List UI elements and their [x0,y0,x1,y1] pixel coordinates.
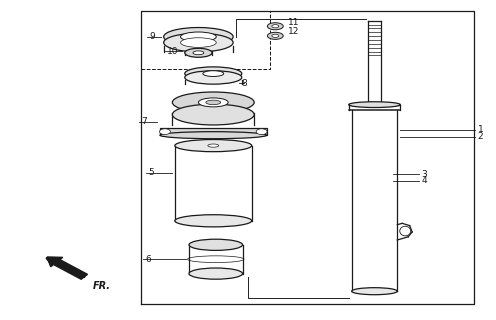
Text: 8: 8 [242,79,248,88]
Ellipse shape [208,144,219,147]
Ellipse shape [349,102,400,108]
Text: 4: 4 [422,176,427,185]
Ellipse shape [267,23,283,30]
Ellipse shape [175,215,251,227]
Ellipse shape [193,51,204,55]
Ellipse shape [173,92,254,113]
Ellipse shape [164,33,233,52]
Text: 10: 10 [167,47,179,56]
Text: 12: 12 [288,28,299,36]
Ellipse shape [352,288,397,295]
Ellipse shape [206,100,221,105]
Ellipse shape [189,239,243,250]
FancyArrow shape [47,257,87,279]
Ellipse shape [400,226,411,236]
Ellipse shape [256,129,267,134]
Text: 11: 11 [288,18,299,27]
Ellipse shape [189,268,243,279]
Text: 3: 3 [422,170,428,179]
Ellipse shape [185,48,212,57]
Ellipse shape [181,38,216,47]
Ellipse shape [173,104,254,125]
Ellipse shape [185,71,242,84]
Text: 1: 1 [478,125,484,134]
Ellipse shape [198,98,228,107]
Text: FR.: FR. [93,281,111,291]
Ellipse shape [160,129,171,134]
Ellipse shape [203,71,224,76]
Ellipse shape [272,34,279,37]
Bar [160,128,267,135]
Ellipse shape [267,32,283,39]
Ellipse shape [185,67,242,80]
Ellipse shape [181,32,216,42]
Text: 7: 7 [141,117,147,126]
Text: 9: 9 [150,32,156,41]
Ellipse shape [175,140,251,152]
Ellipse shape [272,25,279,28]
Text: 6: 6 [145,255,151,264]
Text: 2: 2 [478,132,483,141]
Text: 5: 5 [148,168,154,177]
Ellipse shape [164,28,233,46]
Ellipse shape [160,132,267,139]
